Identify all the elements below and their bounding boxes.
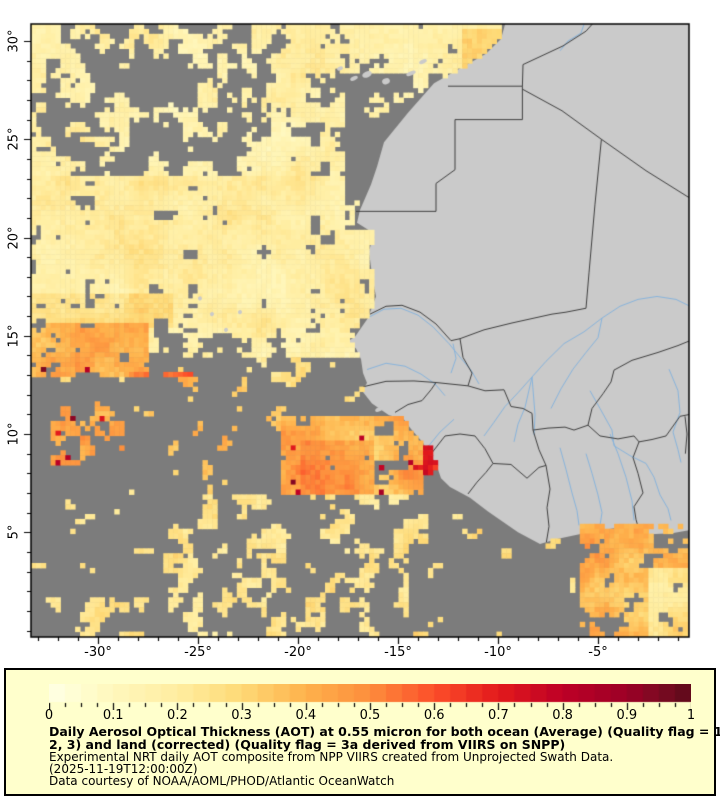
lat-tick-label: 25° bbox=[6, 127, 22, 151]
colorbar-tick-label: 0.9 bbox=[616, 708, 638, 723]
lon-tick-label: -25° bbox=[184, 645, 212, 660]
colorbar-tick-label: 0.5 bbox=[359, 708, 381, 723]
colorbar-tick-label: 0.8 bbox=[552, 708, 573, 723]
lon-tick-label: -15° bbox=[384, 645, 412, 660]
colorbar-tick-label: 0.4 bbox=[295, 708, 317, 723]
legend-courtesy: Data courtesy of NOAA/AOML/PHOD/Atlantic… bbox=[49, 774, 395, 788]
colorbar-tick-label: 0 bbox=[44, 708, 54, 723]
colorbar-tick-label: 1 bbox=[686, 708, 696, 723]
lat-tick-label: 30° bbox=[6, 29, 22, 53]
lat-tick-label: 10° bbox=[6, 422, 22, 446]
lon-tick-label: -10° bbox=[484, 645, 512, 660]
colorbar bbox=[49, 684, 691, 710]
lat-tick-label: 20° bbox=[6, 225, 22, 250]
legend-description: Experimental NRT daily AOT composite fro… bbox=[49, 750, 614, 764]
legend-title-line1: Daily Aerosol Optical Thickness (AOT) at… bbox=[49, 724, 720, 739]
legend-panel: 0 0.1 0.2 0.3 0.4 0.5 0.6 0.7 0.8 0.9 1 Daily Aero… bbox=[4, 668, 720, 796]
lat-tick-label: 5° bbox=[6, 524, 22, 540]
legend-caption: Daily Aerosol Optical Thickness (AOT) at… bbox=[49, 725, 720, 787]
lon-tick-label: -20° bbox=[284, 645, 312, 660]
lat-tick-label: 15° bbox=[6, 324, 22, 348]
colorbar-tick-label: 0.1 bbox=[102, 708, 124, 723]
colorbar-tick-label: 0.7 bbox=[488, 708, 509, 723]
legend-title-line2: 2, 3) and land (corrected) (Quality flag… bbox=[49, 737, 566, 752]
map-canvas bbox=[0, 0, 720, 660]
colorbar-tick-label: 0.3 bbox=[231, 708, 252, 723]
colorbar-tick-label: 0.6 bbox=[423, 708, 445, 723]
lon-tick-label: -5° bbox=[588, 645, 608, 660]
colorbar-tick-label: 0.2 bbox=[167, 708, 188, 723]
legend-timestamp: (2025-11-19T12:00:00Z) bbox=[49, 762, 198, 776]
lon-tick-label: -30° bbox=[84, 645, 112, 660]
